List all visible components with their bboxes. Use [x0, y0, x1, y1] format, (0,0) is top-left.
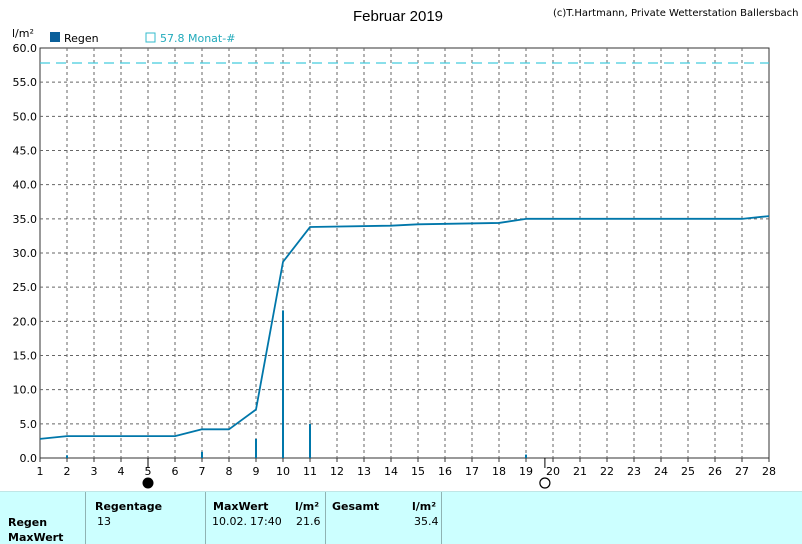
regentage-header: Regentage	[95, 500, 163, 513]
regentage-value: 13	[97, 515, 111, 528]
maxwert-unit: l/m²	[295, 500, 320, 513]
rain-bar	[201, 451, 203, 458]
gesamt-header: Gesamt	[332, 500, 380, 513]
x-tick-label: 25	[681, 465, 695, 478]
legend-swatch-monat	[145, 32, 156, 43]
y-tick-label: 0.0	[20, 452, 38, 465]
legend-label-regen: Regen	[64, 32, 99, 45]
rain-bars	[66, 310, 527, 458]
cumulative-rain-line	[39, 215, 770, 440]
x-tick-label: 3	[91, 465, 98, 478]
maxwert-value: 21.6	[296, 515, 321, 528]
full-moon-icon	[539, 477, 551, 489]
credit-text: (c)T.Hartmann, Private Wetterstation Bal…	[553, 8, 799, 19]
maxwert-date: 10.02.	[212, 515, 247, 528]
x-tick-label: 12	[330, 465, 344, 478]
y-tick-label: 50.0	[13, 110, 38, 123]
x-tick-label: 27	[735, 465, 749, 478]
x-tick-label: 28	[762, 465, 776, 478]
x-tick-label: 22	[600, 465, 614, 478]
x-tick-label: 24	[654, 465, 668, 478]
rain-bar	[66, 455, 68, 458]
x-tick-labels: 1 2 3 4 5 6 7 8 9 10 11 12 13 14 15 16 17 18 19 20 21 22 23 24 2…	[37, 465, 777, 478]
legend-swatch-regen	[50, 32, 60, 42]
row-label-maxwert: MaxWert	[8, 531, 64, 544]
y-tick-label: 45.0	[13, 145, 38, 158]
y-tick-label: 30.0	[13, 247, 38, 260]
y-tick-label: 15.0	[13, 350, 38, 363]
x-tick-label: 11	[303, 465, 317, 478]
chart-title: Februar 2019	[353, 8, 443, 25]
y-tick-labels: 0.0 5.0 10.0 15.0 20.0 25.0 30.0 35.0 40.0 45.0 50…	[13, 42, 38, 465]
rain-bar	[309, 423, 311, 458]
y-tick-label: 20.0	[13, 315, 38, 328]
x-tick-label: 8	[226, 465, 233, 478]
x-tick-label: 10	[276, 465, 290, 478]
x-tick-label: 19	[519, 465, 533, 478]
new-moon-icon	[142, 477, 154, 489]
gesamt-value: 35.4	[414, 515, 439, 528]
rain-bar	[255, 438, 257, 458]
moon-phases	[142, 458, 551, 489]
row-label-regen: Regen	[8, 516, 48, 529]
maxwert-header: MaxWert	[213, 500, 269, 513]
x-tick-label: 2	[64, 465, 71, 478]
x-tick-label: 16	[438, 465, 452, 478]
y-tick-label: 5.0	[20, 418, 38, 431]
x-tick-label: 14	[384, 465, 398, 478]
x-tick-label: 13	[357, 465, 371, 478]
y-tick-label: 35.0	[13, 213, 38, 226]
stats-panel: Regentage MaxWert l/m² Gesamt l/m² Regen…	[0, 491, 802, 544]
x-tick-label: 6	[172, 465, 179, 478]
x-tick-label: 18	[492, 465, 506, 478]
x-tick-label: 5	[145, 465, 152, 478]
y-axis-unit: l/m²	[12, 27, 34, 40]
y-tick-label: 55.0	[13, 76, 38, 89]
gesamt-unit: l/m²	[412, 500, 437, 513]
rain-bar	[282, 310, 284, 458]
x-tick-label: 4	[118, 465, 125, 478]
x-tick-label: 1	[37, 465, 44, 478]
y-tick-label: 40.0	[13, 179, 38, 192]
cumulative-line-group	[39, 215, 770, 440]
x-tick-label: 20	[546, 465, 560, 478]
rain-chart: Februar 2019 (c)T.Hartmann, Private Wett…	[12, 8, 799, 489]
y-tick-label: 60.0	[13, 42, 38, 55]
maxwert-time: 17:40	[250, 515, 282, 528]
x-tick-label: 23	[627, 465, 641, 478]
y-tick-label: 25.0	[13, 281, 38, 294]
legend-label-monat: 57.8 Monat-#	[160, 32, 235, 45]
rain-bar	[525, 454, 527, 458]
x-tick-label: 17	[465, 465, 479, 478]
y-tick-label: 10.0	[13, 384, 38, 397]
grid-lines	[39, 48, 770, 462]
x-tick-label: 9	[253, 465, 260, 478]
x-tick-label: 21	[573, 465, 587, 478]
x-tick-label: 26	[708, 465, 722, 478]
x-tick-label: 7	[199, 465, 206, 478]
x-tick-label: 15	[411, 465, 425, 478]
